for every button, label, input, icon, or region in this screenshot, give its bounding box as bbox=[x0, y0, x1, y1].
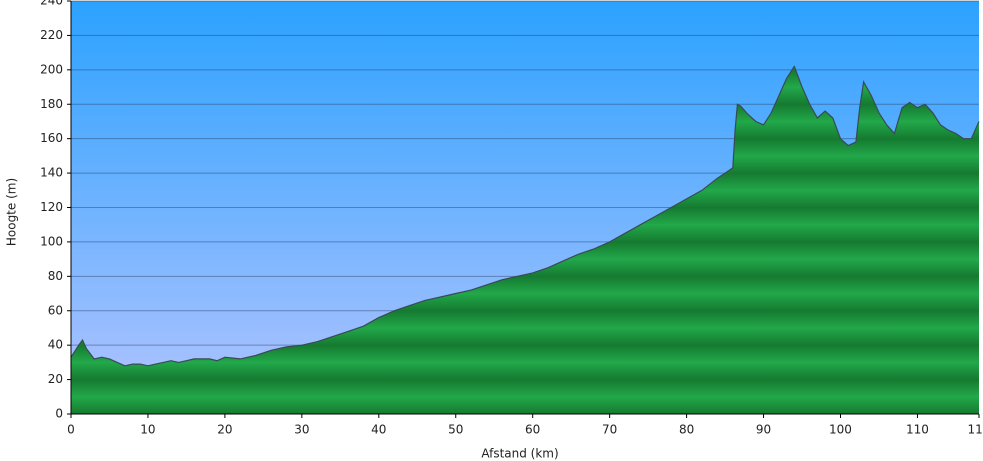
x-tick-label: 100 bbox=[829, 423, 852, 437]
y-tick-label: 200 bbox=[40, 62, 63, 76]
y-tick-label: 140 bbox=[40, 166, 63, 180]
x-tick-label: 0 bbox=[67, 423, 75, 437]
y-tick-label: 40 bbox=[48, 338, 63, 352]
elevation-line bbox=[70, 65, 980, 367]
x-tick-label: 90 bbox=[756, 423, 771, 437]
x-axis-label: Afstand (km) bbox=[481, 447, 558, 461]
x-tick-label: 40 bbox=[371, 423, 386, 437]
x-tick-label: 80 bbox=[679, 423, 694, 437]
y-axis-label: Hoogte (m) bbox=[5, 178, 19, 246]
y-tick-label: 180 bbox=[40, 97, 63, 111]
y-tick-label: 0 bbox=[55, 407, 63, 421]
x-tick-label: 50 bbox=[448, 423, 463, 437]
y-tick-label: 120 bbox=[40, 200, 63, 214]
y-tick-label: 220 bbox=[40, 28, 63, 42]
y-tick-label: 80 bbox=[48, 269, 63, 283]
x-tick-label: 118 bbox=[968, 423, 983, 437]
y-tick-label: 60 bbox=[48, 303, 63, 317]
elevation-area bbox=[71, 66, 979, 415]
x-tick-label: 30 bbox=[294, 423, 309, 437]
x-tick-label: 60 bbox=[525, 423, 540, 437]
x-tick-label: 10 bbox=[140, 423, 155, 437]
y-tick-label: 240 bbox=[40, 0, 63, 8]
y-tick-label: 160 bbox=[40, 131, 63, 145]
x-tick-label: 110 bbox=[906, 423, 929, 437]
y-tick-label: 20 bbox=[48, 372, 63, 386]
x-tick-label: 20 bbox=[217, 423, 232, 437]
y-tick-label: 100 bbox=[40, 234, 63, 248]
x-tick-label: 70 bbox=[602, 423, 617, 437]
